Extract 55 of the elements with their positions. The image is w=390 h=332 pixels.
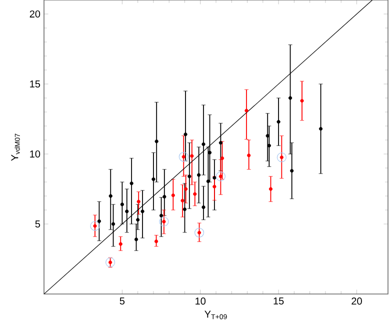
point: [120, 202, 124, 206]
point: [202, 142, 206, 146]
point: [154, 240, 158, 244]
point: [268, 187, 273, 191]
y-tick-label: 20: [30, 10, 40, 18]
y-axis-title: Υ$_{vdM07}$: [11, 134, 20, 161]
point: [276, 152, 286, 162]
point: [134, 238, 138, 242]
point: [162, 194, 166, 198]
x-axis-title: Υ$_{T+09}$: [204, 310, 227, 320]
point: [171, 194, 175, 198]
point: [140, 210, 144, 214]
point: [247, 154, 251, 158]
point: [152, 177, 156, 181]
point: [136, 218, 140, 222]
point: [244, 108, 248, 112]
point: [267, 144, 271, 148]
x-tick-label: 5: [120, 298, 125, 305]
point: [208, 150, 212, 154]
y-tick-label: 5: [35, 220, 40, 228]
point: [188, 174, 192, 178]
x-tick-label: 15: [274, 298, 284, 305]
y-tick-label: 15: [30, 80, 40, 88]
point: [216, 172, 226, 182]
point: [202, 205, 206, 209]
point: [154, 140, 158, 144]
point: [190, 154, 194, 158]
point: [180, 198, 184, 202]
point: [90, 221, 100, 231]
point: [182, 208, 187, 212]
point: [159, 216, 169, 226]
point: [266, 134, 270, 138]
point: [300, 99, 304, 103]
point: [197, 173, 201, 177]
point: [184, 132, 188, 136]
point: [276, 120, 280, 124]
point: [125, 210, 129, 214]
point: [111, 222, 116, 226]
point: [318, 127, 323, 131]
point: [212, 184, 216, 188]
x-tick-label: 20: [352, 298, 362, 305]
point: [184, 187, 188, 191]
y-tick-label: 10: [30, 150, 40, 158]
x-tick-label: 10: [196, 298, 206, 305]
point: [288, 96, 292, 100]
point: [178, 152, 188, 162]
point: [130, 182, 134, 186]
point: [118, 242, 122, 246]
point: [194, 228, 204, 238]
point: [290, 169, 294, 173]
point: [193, 192, 197, 196]
point: [97, 219, 101, 223]
point: [159, 214, 164, 218]
point: [106, 258, 116, 268]
point: [108, 194, 112, 198]
